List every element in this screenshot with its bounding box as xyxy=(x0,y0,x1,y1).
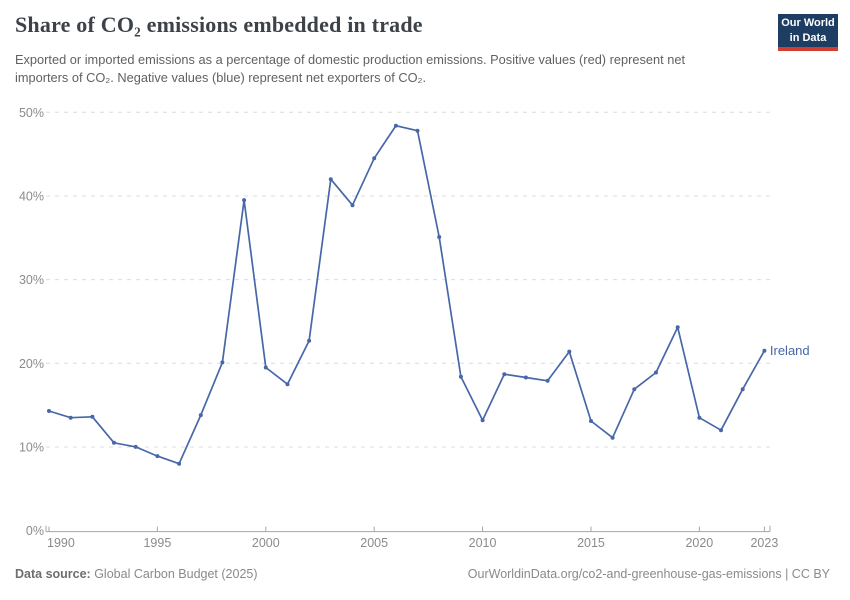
x-tick-label: 2010 xyxy=(469,536,497,550)
data-point[interactable] xyxy=(372,156,377,161)
owid-logo-line1: Our World xyxy=(781,17,835,30)
data-point[interactable] xyxy=(155,454,160,459)
data-point[interactable] xyxy=(654,370,658,375)
data-point[interactable] xyxy=(415,128,420,133)
chart-subtitle: Exported or imported emissions as a perc… xyxy=(15,52,686,85)
x-tick-label: 1990 xyxy=(47,536,75,550)
data-point[interactable] xyxy=(328,177,333,182)
data-point[interactable] xyxy=(133,444,138,449)
data-point[interactable] xyxy=(567,349,572,354)
data-point[interactable] xyxy=(437,235,442,239)
owid-logo-line2: in Data xyxy=(789,31,827,44)
data-point[interactable] xyxy=(480,418,485,423)
y-tick-label: 10% xyxy=(19,440,44,454)
page-title: Share of CO₂ emissions embedded in trade xyxy=(15,12,423,37)
data-point[interactable] xyxy=(198,413,203,418)
data-point[interactable] xyxy=(90,414,95,419)
data-point[interactable] xyxy=(762,348,767,353)
data-point[interactable] xyxy=(632,387,637,392)
data-source: Data source: Global Carbon Budget (2025) xyxy=(15,567,258,581)
data-point[interactable] xyxy=(545,378,550,383)
data-point[interactable] xyxy=(697,415,702,420)
x-tick-label: 1995 xyxy=(143,536,171,550)
owid-logo[interactable]: Our World in Data xyxy=(778,14,838,51)
data-point[interactable] xyxy=(285,382,290,387)
data-point[interactable] xyxy=(675,325,680,330)
data-points-ireland[interactable] xyxy=(47,123,767,466)
gridlines xyxy=(46,111,770,448)
x-tick-label: 2020 xyxy=(685,536,713,550)
x-tick-label: 2000 xyxy=(252,536,280,550)
line-chart[interactable]: 0% 10% 20% 30% 40% 50% 1990 1995 2000 2005 2010 201… xyxy=(0,93,850,558)
data-source-label: Data source: xyxy=(15,567,91,581)
data-point[interactable] xyxy=(263,365,268,370)
data-point[interactable] xyxy=(740,387,745,392)
data-point[interactable] xyxy=(502,372,507,377)
data-point[interactable] xyxy=(177,461,182,466)
data-point[interactable] xyxy=(68,415,73,420)
data-point[interactable] xyxy=(458,374,463,379)
data-line-ireland[interactable] xyxy=(48,124,766,465)
data-source-value: Global Carbon Budget (2025) xyxy=(90,567,258,581)
data-point[interactable] xyxy=(242,198,247,203)
data-point[interactable] xyxy=(719,428,723,433)
y-tick-label: 40% xyxy=(19,189,44,203)
y-tick-label: 30% xyxy=(19,273,44,287)
y-tick-label: 0% xyxy=(26,524,44,538)
x-axis-labels: 1990 1995 2000 2005 2010 2015 2020 2023 xyxy=(47,536,778,550)
data-point[interactable] xyxy=(112,440,116,445)
x-tick-label: 2005 xyxy=(360,536,388,550)
footer-citation-link[interactable]: OurWorldinData.org/co2-and-greenhouse-ga… xyxy=(467,567,830,581)
data-point[interactable] xyxy=(307,338,312,343)
y-axis-labels: 0% 10% 20% 30% 40% 50% xyxy=(19,106,44,538)
data-point[interactable] xyxy=(350,203,355,208)
x-tick-label: 2015 xyxy=(577,536,605,550)
data-point[interactable] xyxy=(393,123,398,128)
entity-label-ireland[interactable]: Ireland xyxy=(770,343,810,358)
data-point[interactable] xyxy=(523,375,528,380)
data-point[interactable] xyxy=(220,360,225,365)
data-point[interactable] xyxy=(589,419,593,423)
data-point[interactable] xyxy=(47,409,51,413)
chart-footer: Data source: Global Carbon Budget (2025)… xyxy=(15,567,830,581)
x-tick-label: 2023 xyxy=(750,536,778,550)
data-point[interactable] xyxy=(610,435,615,440)
x-axis xyxy=(45,525,771,533)
y-tick-label: 50% xyxy=(19,106,44,120)
y-tick-label: 20% xyxy=(19,357,44,371)
